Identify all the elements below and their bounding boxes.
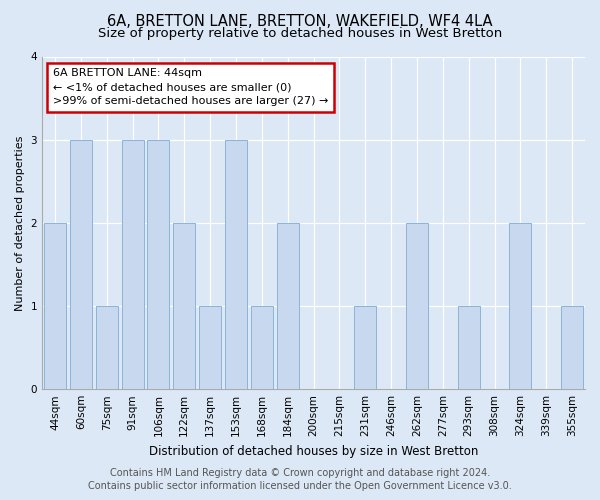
Bar bbox=[199, 306, 221, 389]
Bar bbox=[44, 223, 66, 389]
Bar bbox=[225, 140, 247, 389]
Bar bbox=[458, 306, 479, 389]
Bar bbox=[122, 140, 143, 389]
Bar bbox=[173, 223, 195, 389]
X-axis label: Distribution of detached houses by size in West Bretton: Distribution of detached houses by size … bbox=[149, 444, 478, 458]
Text: Size of property relative to detached houses in West Bretton: Size of property relative to detached ho… bbox=[98, 28, 502, 40]
Text: Contains HM Land Registry data © Crown copyright and database right 2024.
Contai: Contains HM Land Registry data © Crown c… bbox=[88, 468, 512, 491]
Bar bbox=[509, 223, 532, 389]
Y-axis label: Number of detached properties: Number of detached properties bbox=[15, 135, 25, 310]
Bar bbox=[561, 306, 583, 389]
Text: 6A, BRETTON LANE, BRETTON, WAKEFIELD, WF4 4LA: 6A, BRETTON LANE, BRETTON, WAKEFIELD, WF… bbox=[107, 14, 493, 29]
Bar bbox=[354, 306, 376, 389]
Bar bbox=[148, 140, 169, 389]
Bar bbox=[251, 306, 273, 389]
Bar bbox=[95, 306, 118, 389]
Text: 6A BRETTON LANE: 44sqm
← <1% of detached houses are smaller (0)
>99% of semi-det: 6A BRETTON LANE: 44sqm ← <1% of detached… bbox=[53, 68, 328, 106]
Bar bbox=[406, 223, 428, 389]
Bar bbox=[277, 223, 299, 389]
Bar bbox=[70, 140, 92, 389]
